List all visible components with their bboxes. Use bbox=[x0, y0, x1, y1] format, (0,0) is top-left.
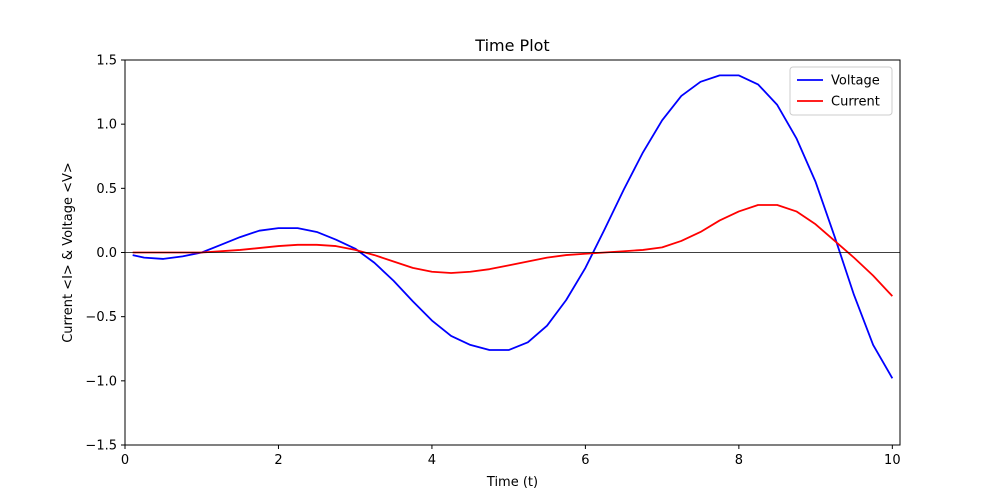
y-tick-label: −1.5 bbox=[85, 439, 117, 454]
x-tick-label: 10 bbox=[884, 453, 901, 468]
series-line-current bbox=[132, 204, 893, 297]
x-tick-label: 8 bbox=[735, 453, 743, 468]
legend-box bbox=[789, 66, 893, 116]
y-tick-label: 0.5 bbox=[96, 182, 117, 197]
series-line-voltage bbox=[132, 74, 894, 379]
y-tick-label: −0.5 bbox=[85, 310, 117, 325]
x-tick-label: 6 bbox=[581, 453, 589, 468]
y-tick-label: 1.0 bbox=[96, 118, 117, 133]
x-axis-label: Time (t) bbox=[486, 475, 538, 490]
legend: Voltage Current bbox=[789, 66, 893, 116]
series-layer bbox=[132, 74, 894, 379]
y-axis-label: Current <I> & Voltage <V> bbox=[61, 162, 76, 343]
x-tick-label: 0 bbox=[121, 453, 129, 468]
x-tick-label: 2 bbox=[274, 453, 282, 468]
y-tick-label: −1.0 bbox=[85, 374, 117, 389]
chart-title: Time Plot bbox=[474, 36, 549, 55]
legend-label-voltage: Voltage bbox=[831, 74, 880, 89]
y-tick-label: 1.5 bbox=[96, 54, 117, 69]
ticks-layer: 0 2 4 6 8 10 −1.5 −1.0 −0.5 0.0 0.5 1.0 1.5 bbox=[85, 54, 900, 469]
y-tick-label: 0.0 bbox=[96, 246, 117, 261]
x-tick-label: 4 bbox=[428, 453, 436, 468]
legend-label-current: Current bbox=[831, 95, 880, 110]
